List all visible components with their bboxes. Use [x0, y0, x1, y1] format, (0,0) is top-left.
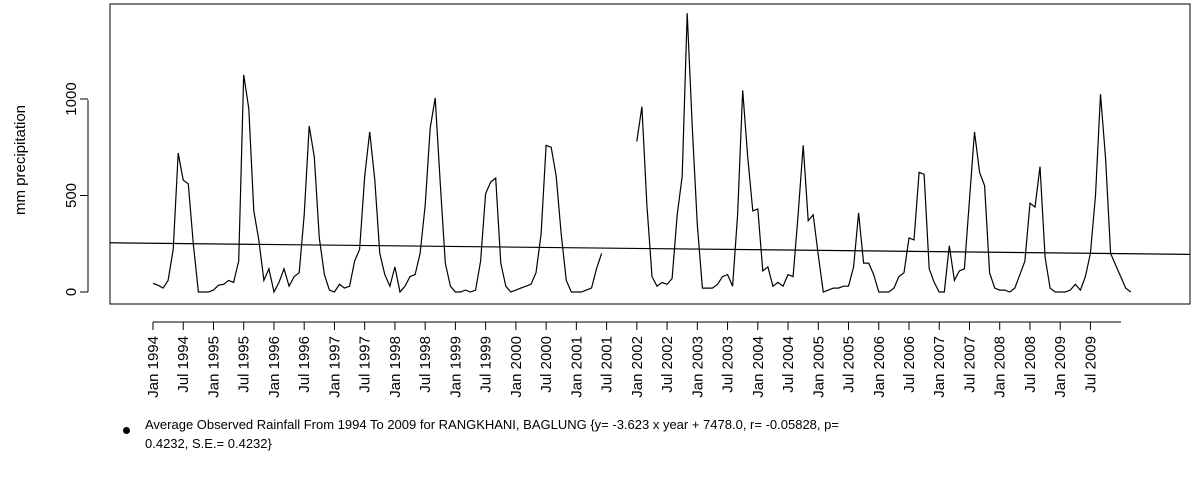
x-tick-label: Jan 1999: [447, 336, 464, 398]
x-tick-label: Jul 2002: [659, 336, 676, 393]
chart-caption: Average Observed Rainfall From 1994 To 2…: [145, 415, 1105, 453]
x-tick-label: Jan 1995: [205, 336, 222, 398]
plot-frame: [109, 3, 1191, 305]
y-tick-label: 500: [63, 183, 80, 208]
x-tick-label: Jul 1997: [357, 336, 374, 393]
x-tick-label: Jan 2008: [992, 336, 1009, 398]
x-tick-label: Jan 1996: [266, 336, 283, 398]
caption-line-1: Average Observed Rainfall From 1994 To 2…: [145, 417, 839, 432]
x-tick-label: Jul 1998: [417, 336, 434, 393]
y-tick-label: 1000: [63, 82, 80, 115]
x-tick-label: Jul 2006: [901, 336, 918, 393]
x-tick-label: Jan 2001: [568, 336, 585, 398]
x-tick-label: Jan 2004: [750, 336, 767, 398]
rainfall-series-line: [152, 13, 1132, 294]
x-tick-label: Jul 1994: [175, 336, 192, 393]
caption-bullet: [123, 427, 130, 434]
caption-line-2: 0.4232, S.E.= 0.4232}: [145, 436, 272, 451]
x-tick-label: Jul 2008: [1022, 336, 1039, 393]
x-tick-label: Jul 2000: [538, 336, 555, 393]
x-tick-label: Jul 2007: [961, 336, 978, 393]
x-tick-label: Jul 2005: [841, 336, 858, 393]
x-tick-label: Jul 1999: [478, 336, 495, 393]
x-tick-label: Jul 2004: [780, 336, 797, 393]
x-tick-label: Jan 2000: [508, 336, 525, 398]
x-tick-label: Jan 1998: [387, 336, 404, 398]
x-tick-label: Jan 1997: [326, 336, 343, 398]
x-tick-label: Jul 2001: [599, 336, 616, 393]
x-tick-label: Jan 2006: [871, 336, 888, 398]
x-tick-label: Jan 2003: [689, 336, 706, 398]
x-tick-label: Jan 2009: [1052, 336, 1069, 398]
trend-line: [109, 242, 1191, 255]
x-tick-label: Jul 2003: [720, 336, 737, 393]
y-tick-label: 0: [63, 288, 80, 296]
x-tick-label: Jan 2007: [931, 336, 948, 398]
x-tick-label: Jul 1996: [296, 336, 313, 393]
x-tick-label: Jan 1994: [145, 336, 162, 398]
y-axis-label: mm precipitation: [12, 105, 29, 215]
x-tick-label: Jul 1995: [236, 336, 253, 393]
x-tick-label: Jan 2005: [810, 336, 827, 398]
x-tick-label: Jan 2002: [629, 336, 646, 398]
x-tick-label: Jul 2009: [1082, 336, 1099, 393]
